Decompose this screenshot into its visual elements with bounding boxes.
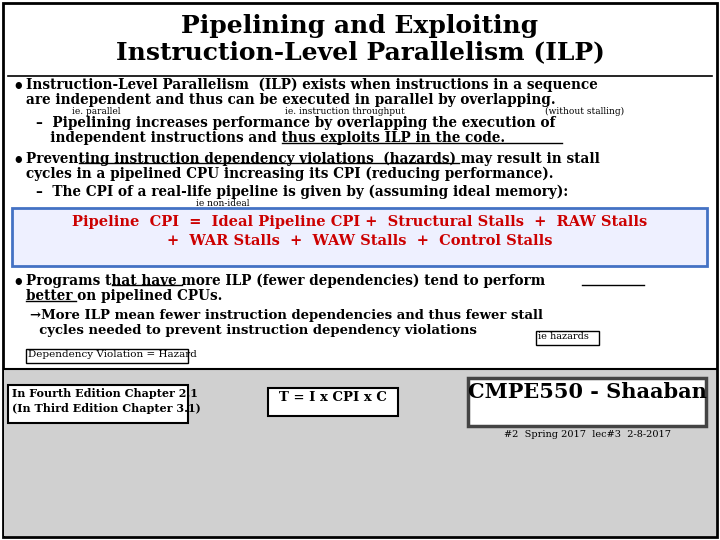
Bar	[536, 331, 599, 345]
Text: →More ILP mean fewer instruction dependencies and thus fewer stall: →More ILP mean fewer instruction depende…	[30, 309, 543, 322]
Text: •: •	[12, 152, 24, 170]
Bar	[468, 378, 706, 426]
Text: better on pipelined CPUs.: better on pipelined CPUs.	[26, 289, 222, 303]
Bar	[26, 349, 188, 363]
Text: T = I x CPI x C: T = I x CPI x C	[279, 391, 387, 404]
Text: Programs that have more ILP (fewer dependencies) tend to perform: Programs that have more ILP (fewer depen…	[26, 274, 545, 288]
Text: Instruction-Level Parallelism  (ILP) exists when instructions in a sequence: Instruction-Level Parallelism (ILP) exis…	[26, 78, 598, 92]
Text: #2  Spring 2017  lec#3  2-8-2017: #2 Spring 2017 lec#3 2-8-2017	[503, 430, 670, 439]
Text: Instruction-Level Parallelism (ILP): Instruction-Level Parallelism (ILP)	[116, 40, 604, 64]
Text: •: •	[12, 78, 24, 96]
Text: CMPE550 - Shaaban: CMPE550 - Shaaban	[467, 382, 706, 402]
Text: cycles in a pipelined CPU increasing its CPI (reducing performance).: cycles in a pipelined CPU increasing its…	[26, 167, 554, 181]
Bar	[12, 208, 707, 266]
Text: ie non-ideal: ie non-ideal	[196, 199, 250, 208]
Text: (In Third Edition Chapter 3.1): (In Third Edition Chapter 3.1)	[12, 403, 201, 414]
Text: ie. instruction throughput: ie. instruction throughput	[285, 107, 405, 116]
Text: +  WAR Stalls  +  WAW Stalls  +  Control Stalls: + WAR Stalls + WAW Stalls + Control Stal…	[167, 234, 553, 248]
Text: (without stalling): (without stalling)	[545, 107, 624, 116]
Text: Pipelining and Exploiting: Pipelining and Exploiting	[181, 14, 539, 38]
Text: –  Pipelining increases performance by overlapping the execution of: – Pipelining increases performance by ov…	[36, 116, 555, 130]
Text: –  The CPI of a real-life pipeline is given by (assuming ideal memory):: – The CPI of a real-life pipeline is giv…	[36, 185, 568, 199]
Text: Dependency Violation = Hazard: Dependency Violation = Hazard	[28, 350, 197, 359]
Text: ie. parallel: ie. parallel	[72, 107, 120, 116]
Text: Preventing instruction dependency violations  (hazards) may result in stall: Preventing instruction dependency violat…	[26, 152, 600, 166]
Bar	[8, 385, 188, 423]
Text: cycles needed to prevent instruction dependency violations: cycles needed to prevent instruction dep…	[30, 324, 477, 337]
Text: In Fourth Edition Chapter 2.1: In Fourth Edition Chapter 2.1	[12, 388, 198, 399]
Bar	[4, 370, 716, 536]
Text: Pipeline  CPI  =  Ideal Pipeline CPI +  Structural Stalls  +  RAW Stalls: Pipeline CPI = Ideal Pipeline CPI + Stru…	[73, 215, 647, 229]
Text: ie hazards: ie hazards	[538, 332, 589, 341]
Text: are independent and thus can be executed in parallel by overlapping.: are independent and thus can be executed…	[26, 93, 556, 107]
Text: independent instructions and thus exploits ILP in the code.: independent instructions and thus exploi…	[36, 131, 505, 145]
Text: •: •	[12, 274, 24, 292]
Bar	[268, 388, 398, 416]
